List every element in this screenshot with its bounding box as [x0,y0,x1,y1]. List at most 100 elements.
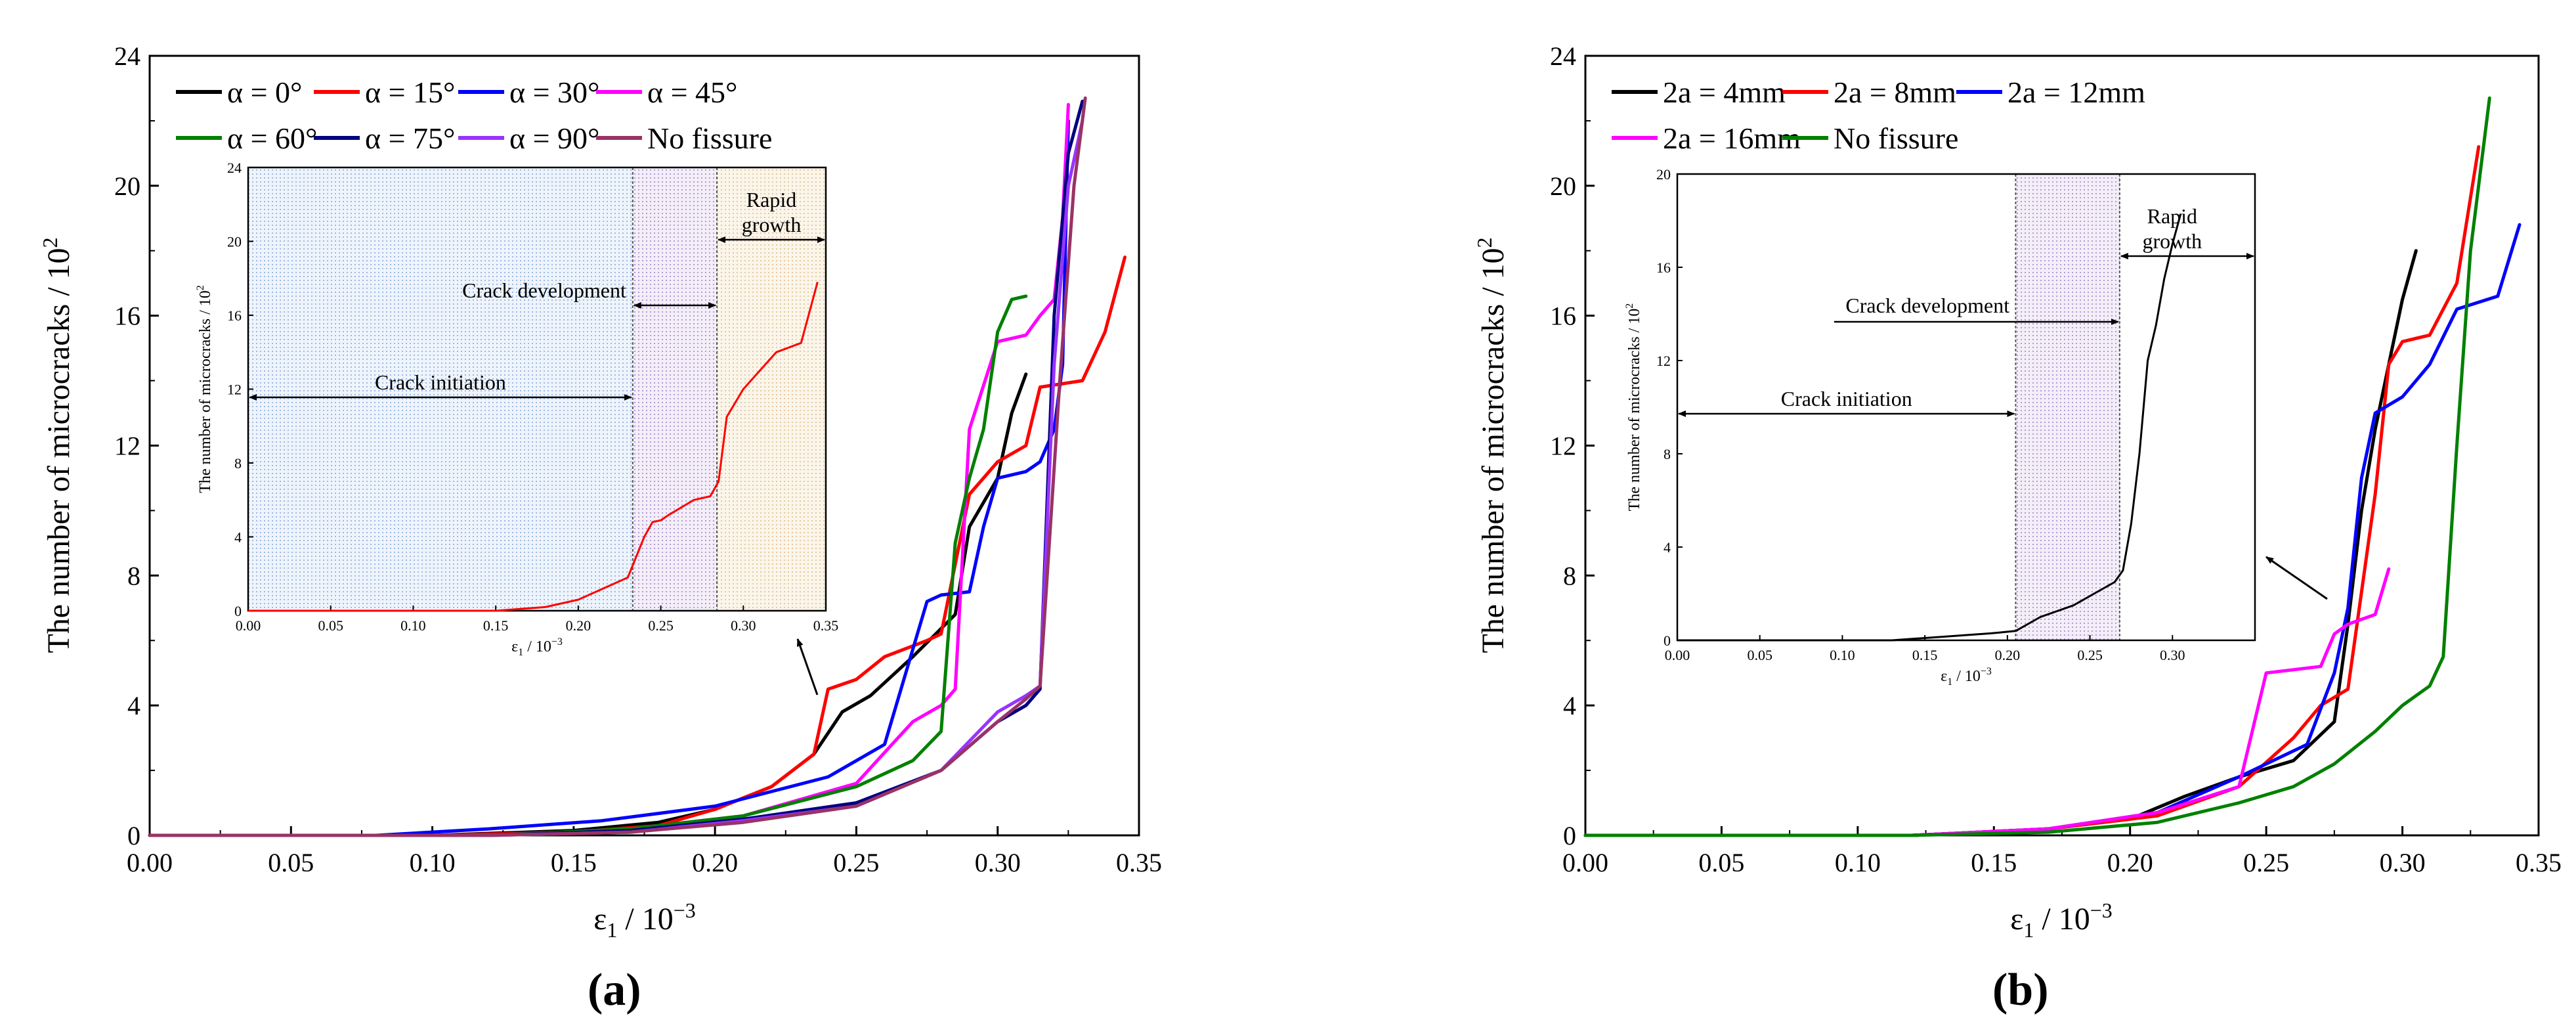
panel-a-inset-ylabel-main: The number of microcracks / 10 [197,290,214,493]
panel-a-ytick-label: 16 [114,301,140,331]
panel-b-inset-ylabel: The number of microcracks / 102 [1624,303,1643,512]
panel-b-xtick-label: 0.15 [1971,848,2017,877]
panel-b-ylabel-main: The number of microcracks / 10 [1476,248,1511,653]
panel-a: 0.00 0.05 0.10 0.15 0.20 0.25 0.30 0.3504812162… [38,41,1162,1015]
panel-b-inset-annotation-growth: growth [2143,229,2202,253]
panel-b-legend: 2a = 4mm 2a = 8mm 2a = 12mm 2a = 16mm No fis… [1612,76,2145,155]
panel-b-inset-xtick-label: 0.20 [1995,647,2021,663]
panel-a-inset-annotation-rapid: Rapid [746,188,796,211]
panel-a-legend-label-4: α = 45° [647,76,737,109]
panel-a-series [148,96,1127,837]
panel-a-xlabel-sup: −3 [674,898,696,922]
panel-a-inset-xlabel: ε1 / 10−3 [511,636,563,658]
panel-a-inset-xtick-label: 0.15 [483,617,509,634]
panel-a-inset-xtick-label: 0.00 [236,617,261,634]
panel-b-legend-label-3: 2a = 12mm [2007,76,2145,109]
panel-a-series-line-1 [148,372,1028,837]
panel-b-ytick-label: 12 [1550,431,1576,461]
panel-a-series-line-8 [148,96,1087,837]
panel-b-xtick-label: 0.35 [2516,848,2562,877]
panel-a-inset-ytick-label: 0 [234,603,242,619]
panel-a-xtick-label: 0.15 [551,848,597,877]
panel-a-legend-label-2: α = 15° [365,76,455,109]
panel-a-ylabel-main: The number of microcracks / 10 [41,248,76,653]
panel-a-xtick-label: 0.25 [833,848,879,877]
panel-a-inset-ylabel: The number of microcracks / 102 [195,285,214,493]
panel-a-inset-xtick-label: 0.35 [813,617,839,634]
panel-b-series [1583,96,2522,837]
panel-a-inset-region-development [632,167,718,611]
panel-b-axes: 0.00 0.05 0.10 0.15 0.20 0.25 0.30 0.3504812162… [1550,41,2562,877]
panel-b-xlabel-sub: 1 [2023,918,2034,942]
panel-b-inset-annotation-development: Crack development [1845,294,2009,317]
panel-b-inset-xtick-label: 0.25 [2077,647,2103,663]
panel-b-inset-ytick-label: 0 [1664,632,1671,649]
panel-a-xtick-label: 0.00 [127,848,173,877]
panel-b-series-line-5 [1583,96,2491,837]
panel-a-xtick-label: 0.20 [692,848,738,877]
panel-b-inset-pointer-arrow [2265,556,2328,600]
panel-a-inset-xlabel-part: / 10 [523,638,551,655]
panel-b-xtick-label: 0.30 [2380,848,2426,877]
panel-b-inset-xlabel-part: −3 [1981,666,1992,677]
panel-a-inset-xlabel-part: ε [511,638,518,655]
panel-a-inset-ytick-label: 4 [234,529,242,546]
panel-a-inset-ytick-label: 24 [227,160,242,176]
panel-a-inset-xtick-label: 0.30 [731,617,756,634]
panel-a-legend: α = 0° α = 15° α = 30° α = 45° α = 60° α = 75… [176,76,772,155]
panel-a-inset-xlabel-part: −3 [551,636,563,648]
panel-b-ytick-label: 8 [1563,561,1576,590]
panel-b-inset-ytick-label: 16 [1656,259,1671,276]
panel-b-inset-background [1677,174,2255,640]
panel-a-axes: 0.00 0.05 0.10 0.15 0.20 0.25 0.30 0.3504812162… [114,41,1162,877]
panel-a-legend-label-6: α = 75° [365,121,455,155]
panel-b-series-line-4 [1583,567,2391,837]
panel-b-inset-ytick-label: 8 [1664,446,1671,462]
panel-b-ytick-label: 0 [1563,821,1576,850]
panel-a-xlabel: ε1 / 10−3 [593,898,696,942]
panel-b-inset-xtick-label: 0.30 [2160,647,2185,663]
panel-a-inset-ytick-label: 8 [234,455,242,472]
panel-b-legend-label-1: 2a = 4mm [1663,76,1786,109]
panel-b: 0.00 0.05 0.10 0.15 0.20 0.25 0.30 0.3504812162… [1472,41,2562,1015]
panel-b-inset-annotation-initiation: Crack initiation [1781,387,1912,410]
panel-a-legend-label-8: No fissure [647,121,772,155]
panel-b-inset-xlabel: ε1 / 10−3 [1941,666,1992,688]
panel-b-label: (b) [1992,965,2049,1015]
panel-b-xlabel-main: ε [2010,902,2023,936]
panel-b-inset-xlabel-part: / 10 [1952,668,1981,685]
panel-a-ylabel-sup: 2 [38,237,62,248]
panel-b-inset: 0.00 0.05 0.10 0.15 0.20 0.25 0.30048121620ε1 … [1624,166,2256,688]
panel-a-inset-xtick-label: 0.05 [318,617,343,634]
panel-a-inset-curve [248,282,819,612]
panel-a-inset-pointer-arrow [796,638,819,695]
panel-b-inset-ytick-label: 20 [1656,166,1671,183]
panel-b-inset-xlabel-part: ε [1941,668,1947,685]
panel-a-inset-xlabel-part: 1 [518,647,523,658]
panel-a-ytick-label: 24 [114,41,140,71]
panel-a-inset-xtick-label: 0.10 [400,617,426,634]
panel-a-xtick-label: 0.10 [410,848,456,877]
panel-a-xlabel-sub: 1 [607,918,617,942]
panel-b-inset-region-development [2015,174,2120,640]
panel-a-inset: 0.00 0.05 0.10 0.15 0.20 0.25 0.30 0.3504812162… [195,160,838,658]
panel-a-inset-xtick-label: 0.20 [566,617,591,634]
panel-a-xlabel-rest: / 10 [617,902,673,936]
panel-a-xtick-label: 0.35 [1116,848,1162,877]
panel-b-ylabel: The number of microcracks / 102 [1472,237,1511,653]
panel-b-inset-xtick-label: 0.15 [1912,647,1938,663]
panel-b-inset-ytick-label: 12 [1656,353,1671,369]
panel-a-inset-ytick-label: 16 [227,307,242,324]
panel-a-series-line-3 [148,119,1070,837]
panel-a-xtick-label: 0.05 [268,848,314,877]
panel-b-inset-xtick-label: 0.05 [1747,647,1772,663]
panel-b-ytick-label: 16 [1550,301,1576,331]
panel-b-xtick-label: 0.10 [1835,848,1881,877]
panel-a-inset-xtick-label: 0.25 [648,617,674,634]
panel-b-legend-label-4: 2a = 16mm [1663,121,1801,155]
panel-b-legend-label-2: 2a = 8mm [1834,76,1956,109]
panel-b-xlabel: ε1 / 10−3 [2010,898,2113,942]
panel-b-inset-ylabel-sup: 2 [1624,303,1635,309]
